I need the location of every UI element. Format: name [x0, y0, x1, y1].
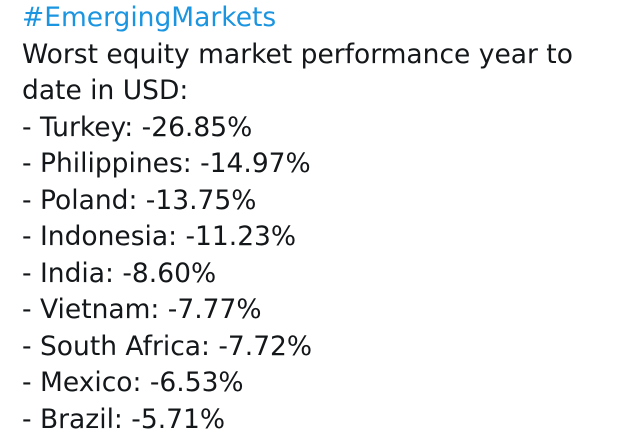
- list-item-turkey: - Turkey: -26.85%: [22, 111, 253, 143]
- list-item-india: - India: -8.60%: [22, 257, 217, 289]
- list-item-vietnam: - Vietnam: -7.77%: [22, 294, 262, 325]
- hashtag-link[interactable]: #EmergingMarkets: [22, 2, 277, 33]
- intro-line-2: date in USD:: [22, 75, 189, 106]
- list-item-philippines: - Philippines: -14.97%: [22, 148, 311, 179]
- tweet-text: #EmergingMarkets Worst equity market per…: [22, 0, 632, 438]
- list-item-brazil: - Brazil: -5.71%: [22, 403, 226, 435]
- intro-line-1: Worst equity market performance year to: [22, 38, 573, 70]
- list-item-poland: - Poland: -13.75%: [22, 184, 257, 216]
- list-item-indonesia: - Indonesia: -11.23%: [22, 221, 297, 252]
- list-item-mexico: - Mexico: -6.53%: [22, 367, 244, 398]
- list-item-south-africa: - South Africa: -7.72%: [22, 330, 313, 362]
